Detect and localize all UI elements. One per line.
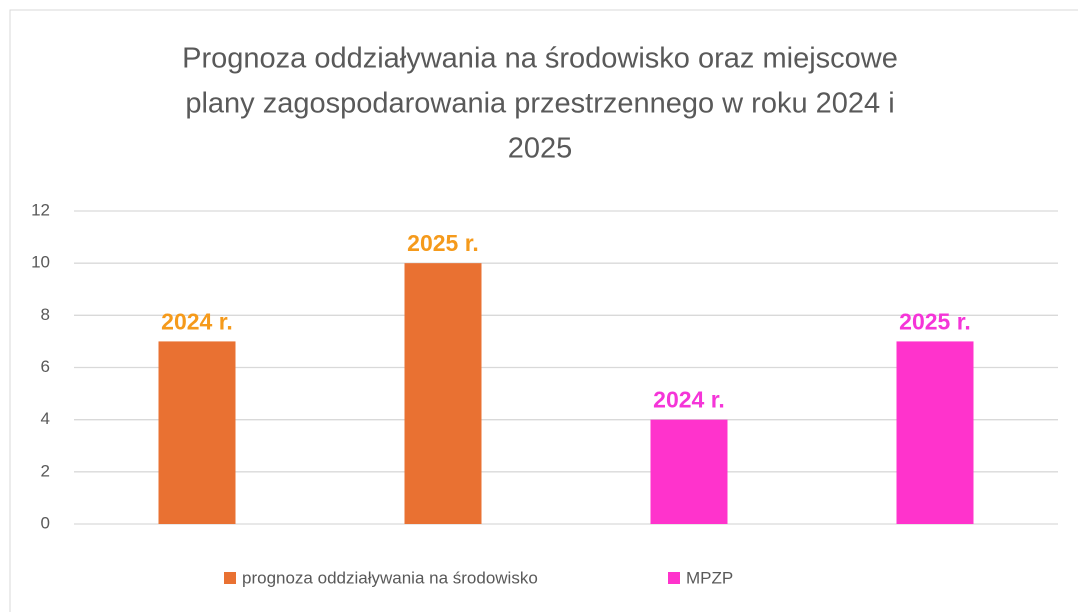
bar <box>896 341 974 524</box>
y-tick-label: 10 <box>31 253 50 272</box>
data-label: 2025 r. <box>899 308 971 334</box>
chart-title: 2025 <box>508 133 573 165</box>
y-tick-label: 8 <box>41 305 50 324</box>
legend-swatch <box>668 572 680 584</box>
data-label: 2024 r. <box>161 308 233 334</box>
bar <box>650 419 728 524</box>
bar <box>158 341 236 524</box>
y-tick-label: 2 <box>41 461 50 480</box>
legend-swatch <box>224 572 236 584</box>
y-tick-label: 6 <box>41 357 50 376</box>
data-label: 2025 r. <box>407 230 479 256</box>
chart-title: plany zagospodarowania przestrzennego w … <box>185 88 894 120</box>
legend-label: MPZP <box>686 568 733 587</box>
legend-label: prognoza oddziaływania na środowisko <box>242 568 538 587</box>
bar <box>404 263 482 524</box>
chart-title: Prognoza oddziaływania na środowisko ora… <box>182 43 898 75</box>
y-tick-label: 4 <box>41 409 50 428</box>
y-tick-label: 0 <box>41 513 50 532</box>
data-label: 2024 r. <box>653 387 725 413</box>
y-tick-label: 12 <box>31 200 50 219</box>
